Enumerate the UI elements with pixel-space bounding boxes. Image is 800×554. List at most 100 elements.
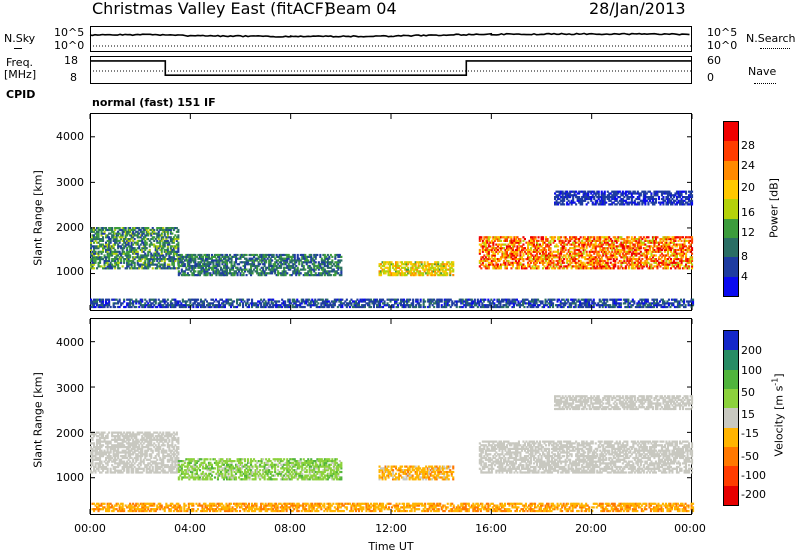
power-cell	[618, 259, 621, 263]
power-cell	[296, 272, 299, 275]
power-cell	[148, 265, 151, 268]
power-cell	[281, 270, 284, 273]
power-cell	[542, 250, 545, 253]
power-cell	[630, 261, 633, 264]
power-cell	[109, 252, 112, 255]
power-cell	[314, 253, 317, 257]
power-cell	[656, 190, 659, 193]
power-cell	[156, 259, 159, 263]
power-cell	[660, 252, 663, 255]
power-cell	[165, 238, 168, 241]
power-cell	[505, 247, 508, 250]
power-cell	[192, 264, 195, 268]
power-cell	[159, 265, 162, 268]
power-cell	[326, 257, 329, 260]
power-cell	[636, 192, 639, 195]
power-cell	[151, 227, 154, 230]
power-cell	[212, 272, 215, 275]
power-cell	[560, 203, 563, 206]
power-cell	[519, 238, 522, 241]
power-cell	[623, 192, 626, 195]
power-cell	[642, 192, 645, 195]
power-cell	[564, 247, 567, 250]
power-cell	[620, 261, 623, 264]
power-cell	[680, 239, 683, 242]
power-cell	[326, 270, 329, 273]
power-cell	[354, 305, 357, 309]
power-cell	[209, 272, 212, 275]
power-cell	[147, 230, 150, 233]
power-cell	[256, 272, 259, 275]
power-cell	[103, 305, 106, 309]
power-cell	[635, 259, 638, 263]
nave-legend-line	[754, 83, 776, 84]
power-cell	[212, 263, 215, 266]
power-cell	[551, 236, 554, 239]
power-cell	[192, 268, 195, 271]
power-cell	[280, 259, 283, 262]
power-cell	[536, 243, 539, 246]
power-cell	[593, 239, 596, 242]
power-cell	[626, 238, 629, 241]
power-cell	[575, 267, 578, 270]
power-cell	[388, 304, 391, 307]
power-cell	[495, 243, 498, 246]
power-cell	[528, 248, 531, 252]
power-cell	[551, 254, 554, 257]
power-cell	[298, 270, 301, 273]
power-cell	[623, 267, 626, 270]
power-cell	[513, 245, 516, 248]
power-cell	[663, 199, 666, 202]
power-cell	[216, 272, 219, 275]
power-cell	[111, 298, 114, 301]
power-cell	[558, 238, 561, 241]
power-cell	[666, 248, 669, 252]
power-cell	[560, 247, 563, 250]
power-cell	[632, 263, 635, 266]
power-cell	[144, 265, 147, 268]
power-cell	[135, 252, 138, 255]
power-cell	[597, 236, 600, 239]
power-cell	[307, 255, 310, 258]
power-cell	[663, 267, 666, 270]
power-cell	[236, 266, 239, 269]
power-cell	[127, 256, 130, 259]
power-cell	[675, 265, 678, 268]
power-cell	[630, 192, 633, 195]
power-cell	[90, 252, 93, 255]
power-cell	[216, 305, 219, 309]
power-cell	[614, 245, 617, 248]
power-cell	[668, 259, 671, 263]
power-cell	[316, 253, 319, 257]
power-cell	[484, 245, 487, 248]
power-cell	[504, 261, 507, 264]
power-cell	[636, 267, 639, 270]
power-cell	[245, 274, 248, 277]
power-cell	[669, 247, 672, 250]
power-cell	[206, 261, 209, 264]
power-cell	[293, 270, 296, 273]
power-cell	[320, 259, 323, 262]
power-cell	[627, 250, 630, 253]
power-cell	[489, 241, 492, 244]
power-cell	[682, 256, 685, 259]
power-cell	[179, 264, 182, 268]
power-cell	[579, 201, 582, 204]
power-cell	[569, 238, 572, 241]
power-cell	[275, 268, 278, 271]
power-cell	[309, 304, 312, 307]
power-cell	[638, 241, 641, 244]
power-cell	[600, 190, 603, 193]
power-cell	[558, 236, 561, 239]
power-cell	[551, 258, 554, 261]
power-cell	[204, 268, 207, 271]
power-cell	[126, 254, 129, 257]
power-cell	[596, 236, 599, 239]
power-cell	[142, 236, 145, 239]
power-cell	[674, 261, 677, 264]
power-cell	[226, 270, 229, 273]
power-cell	[573, 261, 576, 264]
power-cell	[431, 272, 434, 275]
power-cell	[478, 265, 481, 268]
power-cell	[96, 258, 99, 261]
